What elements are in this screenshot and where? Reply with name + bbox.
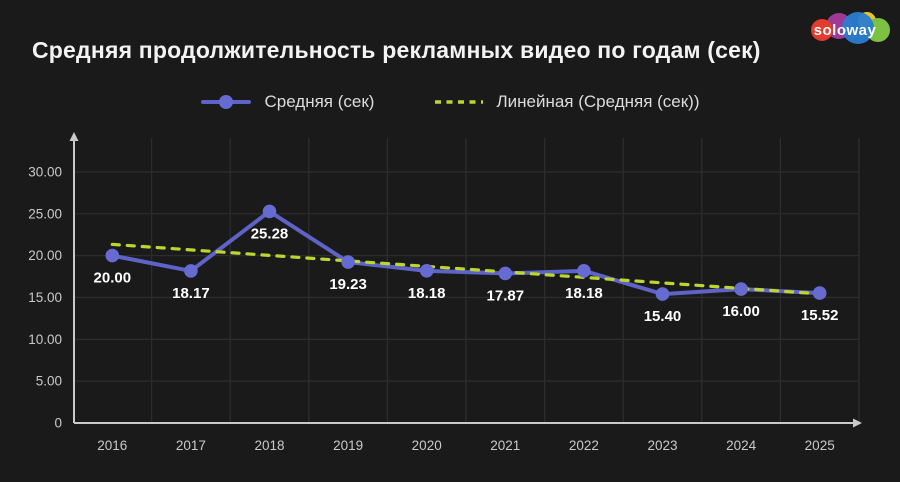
data-point: [341, 255, 355, 269]
legend-item-trend: Линейная (Средняя (сек)): [432, 92, 700, 112]
logo-circle-blue: [842, 12, 874, 44]
data-point: [105, 248, 120, 263]
logo-text: soloway: [813, 22, 877, 39]
data-point-value-label: 18.18: [565, 285, 603, 302]
data-point: [655, 287, 670, 301]
y-axis-tick-label: 25.00: [28, 206, 62, 221]
data-point-value-label: 20.00: [94, 270, 132, 287]
legend-label-trend: Линейная (Средняя (сек)): [496, 92, 700, 111]
y-axis-tick-label: 5.00: [36, 374, 62, 389]
x-axis-tick-label: 2016: [97, 438, 127, 453]
y-axis-tick-label: 30.00: [28, 164, 62, 179]
data-point: [498, 266, 513, 281]
x-axis-tick-label: 2022: [569, 438, 599, 453]
data-point-value-label: 25.28: [251, 225, 289, 242]
data-point: [577, 264, 591, 278]
soloway-logo: soloway: [802, 10, 890, 50]
x-axis-tick-label: 2019: [333, 438, 363, 453]
logo-circle-red: [811, 19, 833, 41]
y-axis-arrow-icon: [69, 132, 79, 141]
data-point-value-label: 19.23: [329, 276, 367, 293]
y-axis-tick-label: 15.00: [28, 290, 62, 305]
y-axis-tick-label: 0: [54, 416, 62, 431]
x-axis-tick-label: 2024: [726, 438, 757, 453]
data-point-value-label: 16.00: [722, 303, 760, 320]
x-axis-tick-label: 2018: [254, 438, 284, 453]
y-axis-tick-label: 20.00: [28, 248, 62, 263]
x-axis-tick-label: 2025: [805, 438, 835, 453]
data-point-value-label: 15.52: [801, 307, 839, 324]
legend-marker-line-dot-icon: [201, 95, 252, 109]
data-point: [262, 204, 277, 219]
legend-label-average: Средняя (сек): [264, 92, 375, 111]
x-axis-tick-label: 2023: [647, 438, 677, 453]
legend-item-average: Средняя (сек): [200, 92, 374, 112]
data-point-value-label: 18.17: [172, 285, 210, 302]
legend-marker-dashed-icon: [435, 100, 484, 104]
x-axis-tick-label: 2020: [412, 438, 442, 453]
data-point: [734, 282, 748, 296]
data-point-value-label: 17.87: [487, 287, 525, 304]
chart-legend: Средняя (сек) Линейная (Средняя (сек)): [0, 92, 900, 112]
data-point: [812, 286, 827, 300]
data-point: [184, 264, 198, 278]
page-title: Средняя продолжительность рекламных виде…: [32, 37, 761, 63]
x-axis-arrow-icon: [853, 418, 862, 428]
data-point-value-label: 15.40: [644, 308, 682, 325]
x-axis-tick-label: 2021: [490, 438, 520, 453]
data-point: [419, 264, 434, 278]
data-point-value-label: 18.18: [408, 285, 446, 302]
x-axis-tick-label: 2017: [176, 438, 206, 453]
trend-line: [110, 242, 822, 296]
y-axis-tick-label: 10.00: [28, 332, 62, 347]
series-line: [110, 209, 822, 297]
